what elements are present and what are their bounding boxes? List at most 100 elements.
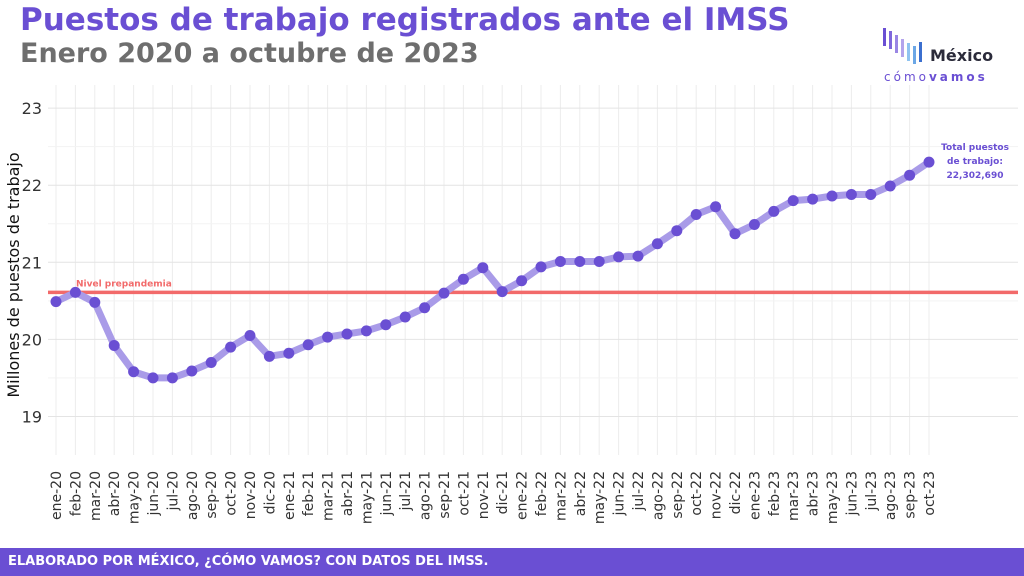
data-point — [438, 287, 450, 299]
data-point — [89, 296, 101, 308]
x-tick-label: oct-22 — [689, 471, 705, 516]
data-point — [923, 156, 935, 168]
x-tick-label: sep-21 — [437, 471, 453, 519]
y-axis-label: Millones de puestos de trabajo — [4, 152, 23, 397]
x-tick-label: ago-23 — [883, 471, 899, 520]
data-point — [671, 225, 683, 237]
logo-wordmark: México — [930, 46, 994, 65]
y-tick-label: 22 — [22, 176, 42, 195]
data-point — [108, 340, 120, 352]
data-point — [807, 193, 819, 205]
x-tick-label: ene-21 — [282, 471, 298, 520]
footer-credit: ELABORADO POR MÉXICO, ¿CÓMO VAMOS? CON D… — [8, 554, 489, 569]
data-point — [186, 365, 198, 377]
x-tick-label: feb-23 — [767, 471, 783, 516]
x-tick-label: jun-21 — [379, 471, 395, 517]
data-point — [477, 262, 489, 274]
x-tick-label: jul-22 — [631, 471, 647, 512]
data-point — [904, 169, 916, 181]
data-point — [632, 250, 644, 262]
x-tick-label: dic-20 — [262, 471, 278, 514]
x-tick-label: dic-21 — [495, 471, 511, 514]
x-tick-label: oct-23 — [922, 471, 938, 516]
x-tick-label: jul-21 — [398, 471, 414, 512]
y-tick-label: 20 — [22, 330, 42, 349]
data-point — [128, 366, 140, 378]
x-tick-label: dic-22 — [728, 471, 744, 514]
data-point — [593, 256, 605, 268]
data-point — [613, 251, 625, 263]
data-point — [263, 350, 275, 362]
data-point — [768, 205, 780, 217]
data-point — [225, 341, 237, 353]
mexico-como-vamos-logo: México cómovamos — [880, 28, 1010, 88]
data-point — [205, 357, 217, 368]
total-annotation-line: Total puestos — [941, 143, 1009, 153]
data-point — [69, 286, 81, 298]
data-point — [748, 219, 760, 231]
x-tick-label: sep-23 — [903, 471, 919, 519]
x-tick-label: may-20 — [127, 471, 143, 524]
y-tick-label: 21 — [22, 253, 42, 272]
data-point — [322, 331, 334, 343]
x-tick-label: mar-23 — [786, 471, 802, 521]
x-tick-label: mar-21 — [321, 471, 337, 521]
data-point — [380, 319, 392, 331]
reference-layer: Nivel prepandemia — [48, 279, 1018, 295]
x-tick-label: ago-22 — [650, 471, 666, 520]
data-point — [651, 238, 663, 250]
data-point — [457, 273, 469, 285]
data-point — [729, 228, 741, 240]
x-tick-label: abr-22 — [573, 471, 589, 516]
data-point — [884, 180, 896, 192]
annotation-layer: Total puestos de trabajo: 22,302,690 — [941, 143, 1009, 181]
data-point — [574, 256, 586, 268]
y-tick-label: 23 — [22, 99, 42, 118]
data-point — [516, 275, 528, 287]
data-point — [399, 311, 411, 323]
x-tick-label: feb-20 — [68, 471, 84, 516]
x-tick-label: sep-20 — [204, 471, 220, 519]
x-tick-label: oct-21 — [456, 471, 472, 516]
data-point — [690, 209, 702, 220]
x-tick-label: ene-23 — [747, 471, 763, 520]
data-point — [147, 372, 159, 384]
x-tick-label: ene-20 — [49, 471, 65, 520]
axis-layer: 19 20 21 22 23 Millones de puestos de trabajo… — [4, 99, 938, 524]
data-point — [496, 286, 508, 298]
footer-banner: ELABORADO POR MÉXICO, ¿CÓMO VAMOS? CON D… — [0, 548, 1024, 576]
x-tick-label: jun-22 — [612, 471, 628, 517]
employment-line-chart: Nivel prepandemia 19 20 21 22 23 Millones de … — [4, 85, 1018, 524]
chart-subtitle: Enero 2020 a octubre de 2023 — [20, 38, 479, 69]
x-tick-label: may-22 — [592, 471, 608, 524]
data-point — [341, 328, 353, 340]
total-annotation-line: de trabajo: — [947, 157, 1003, 167]
x-tick-label: nov-22 — [709, 471, 725, 519]
logo-tagline: cómovamos — [884, 70, 988, 84]
x-tick-label: nov-20 — [243, 471, 259, 519]
data-point — [166, 372, 178, 384]
data-point — [535, 261, 547, 273]
x-tick-label: abr-20 — [107, 471, 123, 516]
x-tick-label: nov-21 — [476, 471, 492, 519]
data-point — [419, 302, 431, 314]
x-tick-label: may-23 — [825, 471, 841, 524]
data-point — [710, 201, 722, 213]
x-tick-label: jun-23 — [844, 471, 860, 517]
x-tick-label: feb-21 — [301, 471, 317, 516]
x-tick-label: jul-20 — [165, 471, 181, 512]
series-line — [52, 158, 933, 382]
x-tick-label: may-21 — [359, 471, 375, 524]
data-point — [787, 195, 799, 207]
x-tick-label: ene-22 — [515, 471, 531, 520]
series-layer — [50, 156, 935, 384]
x-tick-label: oct-20 — [224, 471, 240, 516]
x-tick-label: jul-23 — [864, 471, 880, 512]
x-tick-label: feb-22 — [534, 471, 550, 516]
x-tick-label: abr-23 — [806, 471, 822, 516]
data-point — [50, 296, 62, 308]
x-tick-label: mar-22 — [553, 471, 569, 521]
y-tick-label: 19 — [22, 407, 42, 426]
total-annotation-line: 22,302,690 — [947, 171, 1004, 181]
reference-line-label: Nivel prepandemia — [76, 279, 172, 289]
